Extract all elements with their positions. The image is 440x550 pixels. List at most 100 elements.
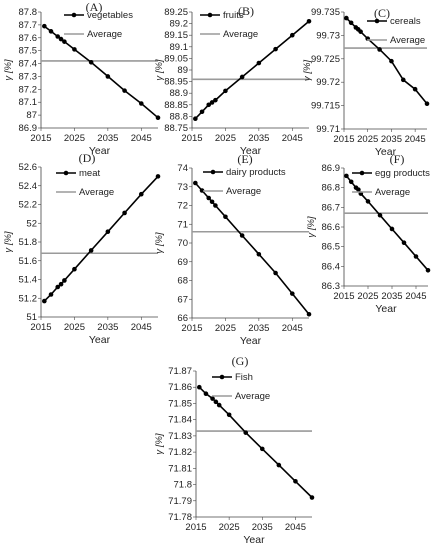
chart2-data-point	[412, 86, 418, 92]
chart3-y-tick-label: 51.4	[19, 275, 38, 286]
chart4-data-point	[209, 199, 215, 205]
chart1-data-point	[273, 46, 278, 52]
chart3-legend-series-label: meat	[79, 168, 100, 179]
chart1-data-point	[206, 102, 212, 108]
chart4-x-tick-label: 2045	[282, 323, 303, 334]
chart4-y-tick-label: 66	[177, 313, 188, 324]
chart5-y-tick-label: 86.9	[322, 163, 341, 174]
chart4-x-tick-label: 2025	[215, 323, 236, 334]
chart1-data-point	[256, 60, 262, 66]
chart0-y-tick-label: 87.4	[19, 59, 38, 70]
chart6-data-point	[203, 391, 209, 397]
chart5-x-axis-title: Year	[375, 303, 397, 315]
chart3-panel-title: (D)	[79, 151, 96, 165]
chart0-data-point	[155, 115, 161, 120]
chart3-data-point	[88, 248, 94, 253]
chart0-data-point	[62, 39, 67, 44]
chart2-x-axis-title: Year	[375, 146, 397, 158]
chart6-legend-series-label: Fish	[235, 372, 253, 383]
chart0-x-tick-label: 2015	[30, 133, 51, 144]
chart1-y-tick-label: 88.85	[164, 100, 188, 111]
chart3-data-point	[62, 278, 67, 283]
chart4-y-tick-label: 70	[177, 238, 188, 249]
chart2-x-tick-label: 2025	[357, 134, 378, 145]
chart4-x-axis-title: Year	[240, 335, 262, 347]
chart5-y-axis-title: γ [%]	[306, 216, 317, 237]
chart4-legend-average-label: Average	[226, 186, 261, 197]
chart5-x-tick-label: 2045	[405, 291, 426, 302]
chart0-y-tick-label: 86.9	[19, 123, 38, 134]
chart1-y-tick-label: 88.95	[164, 77, 188, 88]
chart3-y-tick-label: 52.6	[19, 162, 38, 173]
chart0-data-point	[48, 29, 54, 34]
chart3-x-axis-title: Year	[89, 334, 111, 346]
chart1-data-point	[289, 32, 295, 38]
chart4-y-tick-label: 69	[177, 257, 188, 268]
chart1-x-axis-title: Year	[240, 145, 262, 157]
chart0-legend-series-label: vegetables	[87, 10, 133, 21]
chart6-data-point	[243, 430, 249, 435]
chart1-y-tick-label: 89.2	[170, 19, 189, 30]
chart5-data-point	[401, 240, 407, 246]
chart5-y-tick-label: 86.5	[322, 242, 341, 253]
chart3-data-point	[122, 210, 127, 216]
chart6-x-axis-title: Year	[243, 534, 265, 546]
chart0-x-axis-title: Year	[89, 145, 111, 157]
chart3-x-tick-label: 2015	[30, 322, 51, 333]
chart6-data-point	[197, 384, 202, 390]
chart6-data-point	[226, 412, 232, 418]
chart5-data-point	[365, 199, 371, 204]
chart1-y-tick-label: 88.75	[164, 123, 188, 134]
chart5-y-tick-label: 86.8	[322, 183, 341, 194]
chart1-legend-average-label: Average	[223, 29, 258, 40]
chart3-legend-series-marker	[63, 170, 69, 176]
chart3-data-point	[72, 266, 77, 272]
chart3-data-point	[42, 298, 47, 304]
chart6-legend-average-label: Average	[235, 391, 270, 402]
chart0-data-point	[88, 59, 94, 65]
chart2-y-tick-label: 99.71	[316, 124, 340, 135]
chart6-y-tick-label: 71.87	[168, 366, 192, 377]
chart0-y-tick-label: 87.6	[19, 33, 38, 44]
chart4-data-point	[239, 233, 245, 238]
chart2-x-tick-label: 2035	[381, 134, 402, 145]
chart4-data-point	[289, 291, 295, 296]
chart1-panel-title: (B)	[238, 4, 254, 18]
chart1-y-tick-label: 89.05	[164, 53, 188, 64]
chart0-data-point	[42, 23, 47, 29]
chart3-data-point	[55, 284, 61, 290]
chart3-y-tick-label: 51.2	[19, 293, 38, 304]
chart6-x-tick-label: 2015	[185, 522, 206, 533]
chart3-x-tick-label: 2045	[131, 322, 152, 333]
chart1-y-tick-label: 89.1	[170, 42, 189, 53]
chart6-legend-series-marker	[219, 374, 225, 380]
chart1-data-point	[199, 109, 205, 115]
chart1-legend-series-label: fruits	[223, 10, 244, 21]
chart0-data-point	[58, 36, 64, 42]
chart5-x-tick-label: 2015	[333, 291, 354, 302]
chart2-y-tick-label: 99.73	[316, 30, 340, 41]
chart2-y-axis-title: γ [%]	[302, 60, 313, 81]
chart0-y-tick-label: 87.2	[19, 84, 38, 95]
chart3-y-tick-label: 51	[26, 312, 37, 323]
chart6-y-tick-label: 71.84	[168, 415, 192, 426]
chart1-data-point	[306, 18, 312, 24]
chart0-data-point	[138, 101, 144, 106]
chart6-x-tick-label: 2035	[252, 522, 273, 533]
chart1-data-point	[193, 116, 198, 122]
chart3-y-tick-label: 52.2	[19, 200, 38, 211]
chart3-y-tick-label: 52.4	[19, 181, 38, 192]
chart5-y-tick-label: 86.6	[322, 222, 341, 233]
chart0-panel-title: (A)	[86, 0, 103, 14]
chart3-y-tick-label: 52	[26, 218, 37, 229]
chart5-data-point	[348, 179, 354, 185]
chart6-x-tick-label: 2045	[285, 522, 306, 533]
chart1-y-axis-title: γ [%]	[154, 59, 165, 80]
chart0-y-tick-label: 87.3	[19, 71, 38, 82]
chart6-data-point	[309, 495, 315, 500]
chart2-data-point	[424, 101, 430, 107]
chart0-data-point	[122, 88, 127, 93]
chart1-data-point	[239, 74, 245, 80]
chart1-y-tick-label: 89.15	[164, 30, 188, 41]
